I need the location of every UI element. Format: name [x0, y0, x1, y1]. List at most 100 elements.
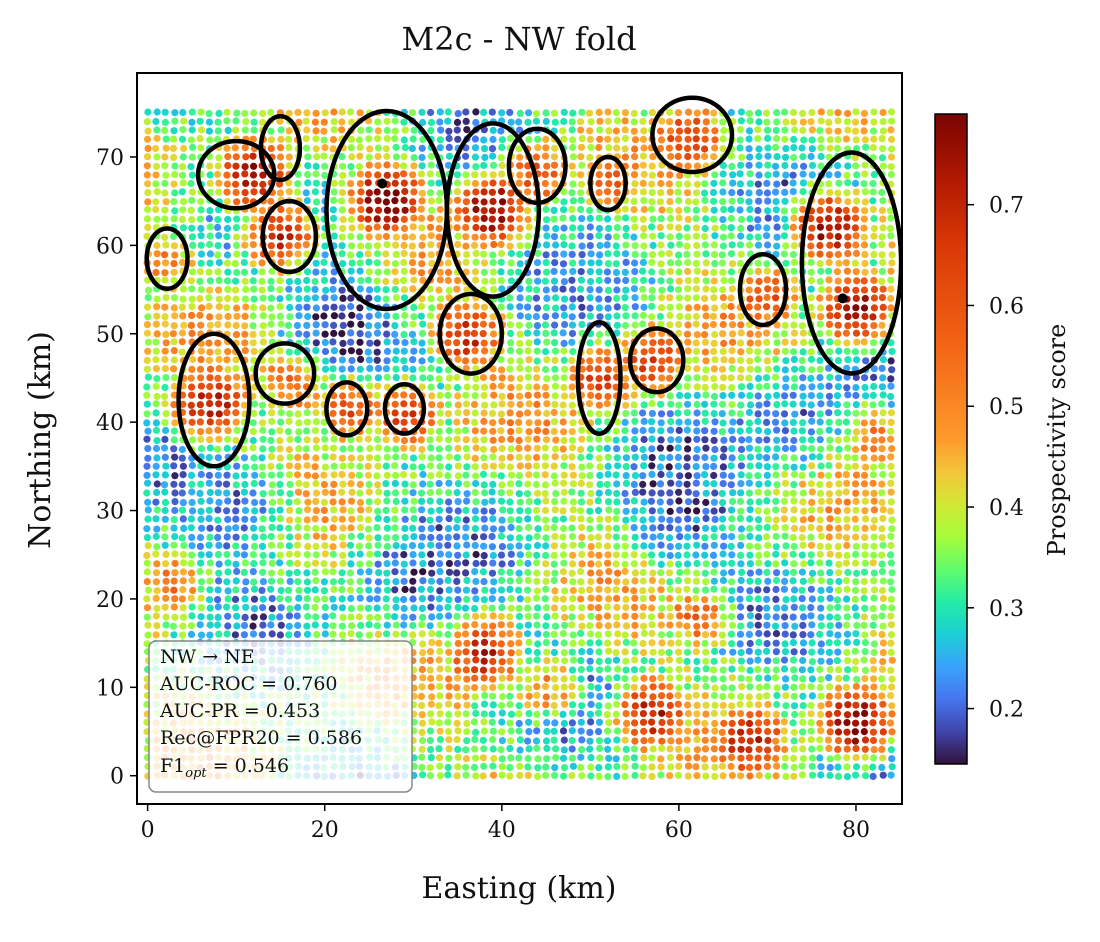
scatter-point	[259, 490, 267, 498]
scatter-point	[472, 709, 480, 718]
scatter-point	[418, 365, 426, 373]
scatter-point	[569, 578, 577, 586]
scatter-point	[569, 267, 577, 275]
scatter-point	[816, 418, 824, 426]
scatter-point	[603, 603, 612, 611]
scatter-point	[417, 542, 425, 550]
scatter-point	[851, 435, 859, 443]
scatter-point	[887, 631, 896, 639]
scatter-point	[268, 605, 276, 613]
scatter-point	[612, 533, 620, 541]
scatter-point	[224, 374, 232, 382]
scatter-point	[418, 630, 426, 638]
scatter-point	[718, 506, 726, 514]
scatter-point	[436, 303, 444, 311]
scatter-point	[516, 551, 524, 559]
scatter-point	[188, 311, 196, 319]
scatter-point	[472, 302, 480, 311]
scatter-point	[568, 453, 576, 461]
scatter-point	[720, 533, 728, 541]
scatter-point	[187, 471, 196, 479]
scatter-point	[852, 524, 860, 533]
scatter-point	[161, 533, 169, 541]
scatter-point	[205, 506, 213, 514]
scatter-point	[657, 320, 665, 328]
scatter-point	[161, 276, 169, 284]
scatter-point	[436, 560, 444, 568]
scatter-point	[656, 312, 665, 321]
scatter-point	[224, 612, 232, 620]
scatter-point	[817, 771, 825, 779]
scatter-point	[772, 772, 780, 780]
scatter-point	[471, 605, 479, 613]
scatter-point	[515, 436, 523, 445]
scatter-point	[586, 268, 595, 276]
scatter-point	[736, 613, 745, 621]
scatter-point	[605, 647, 613, 655]
scatter-point	[887, 392, 895, 401]
scatter-point	[489, 639, 497, 648]
scatter-point	[180, 524, 188, 533]
scatter-point	[568, 338, 576, 346]
scatter-point	[683, 585, 691, 593]
scatter-point	[543, 294, 551, 302]
scatter-point	[462, 533, 470, 541]
scatter-point	[869, 471, 878, 479]
scatter-point	[409, 356, 417, 364]
scatter-point	[870, 294, 879, 302]
scatter-point	[543, 356, 551, 364]
scatter-point	[631, 259, 639, 267]
scatter-point	[835, 347, 843, 355]
scatter-point	[462, 648, 470, 656]
scatter-point	[887, 666, 895, 674]
scatter-point	[754, 472, 762, 480]
scatter-point	[587, 772, 595, 780]
scatter-point	[454, 692, 462, 700]
scatter-point	[568, 313, 576, 321]
scatter-point	[719, 347, 727, 356]
scatter-point	[382, 320, 390, 328]
scatter-point	[435, 630, 443, 638]
scatter-point	[568, 648, 576, 656]
scatter-point	[648, 258, 656, 267]
scatter-point	[631, 631, 639, 639]
scatter-point	[329, 550, 337, 558]
scatter-point	[312, 259, 320, 267]
scatter-point	[418, 506, 426, 514]
scatter-point	[657, 586, 665, 594]
scatter-point	[409, 613, 417, 621]
scatter-point	[232, 331, 241, 339]
scatter-point	[365, 322, 373, 330]
scatter-point	[374, 481, 382, 489]
scatter-point	[879, 683, 887, 691]
scatter-point	[869, 657, 877, 665]
scatter-point	[719, 419, 727, 427]
scatter-point	[674, 604, 682, 612]
scatter-point	[206, 488, 214, 497]
scatter-point	[294, 453, 302, 461]
scatter-point	[807, 303, 815, 312]
scatter-point	[542, 391, 550, 399]
scatter-point	[480, 710, 488, 718]
scatter-point	[490, 471, 498, 479]
scatter-point	[188, 268, 196, 276]
scatter-point	[764, 674, 772, 682]
scatter-point	[197, 259, 205, 267]
scatter-point	[143, 329, 152, 337]
scatter-point	[594, 533, 603, 541]
scatter-point	[462, 551, 470, 559]
scatter-point	[746, 498, 754, 506]
scatter-point	[463, 453, 471, 461]
scatter-point	[347, 294, 355, 302]
scatter-point	[435, 674, 444, 682]
scatter-point	[222, 480, 231, 488]
scatter-point	[667, 267, 675, 276]
scatter-point	[347, 302, 355, 311]
scatter-point	[188, 391, 196, 399]
scatter-point	[666, 772, 674, 780]
scatter-point	[569, 506, 577, 514]
scatter-point	[789, 656, 798, 664]
scatter-point	[471, 347, 479, 355]
scatter-point	[870, 516, 879, 524]
scatter-point	[321, 550, 329, 558]
